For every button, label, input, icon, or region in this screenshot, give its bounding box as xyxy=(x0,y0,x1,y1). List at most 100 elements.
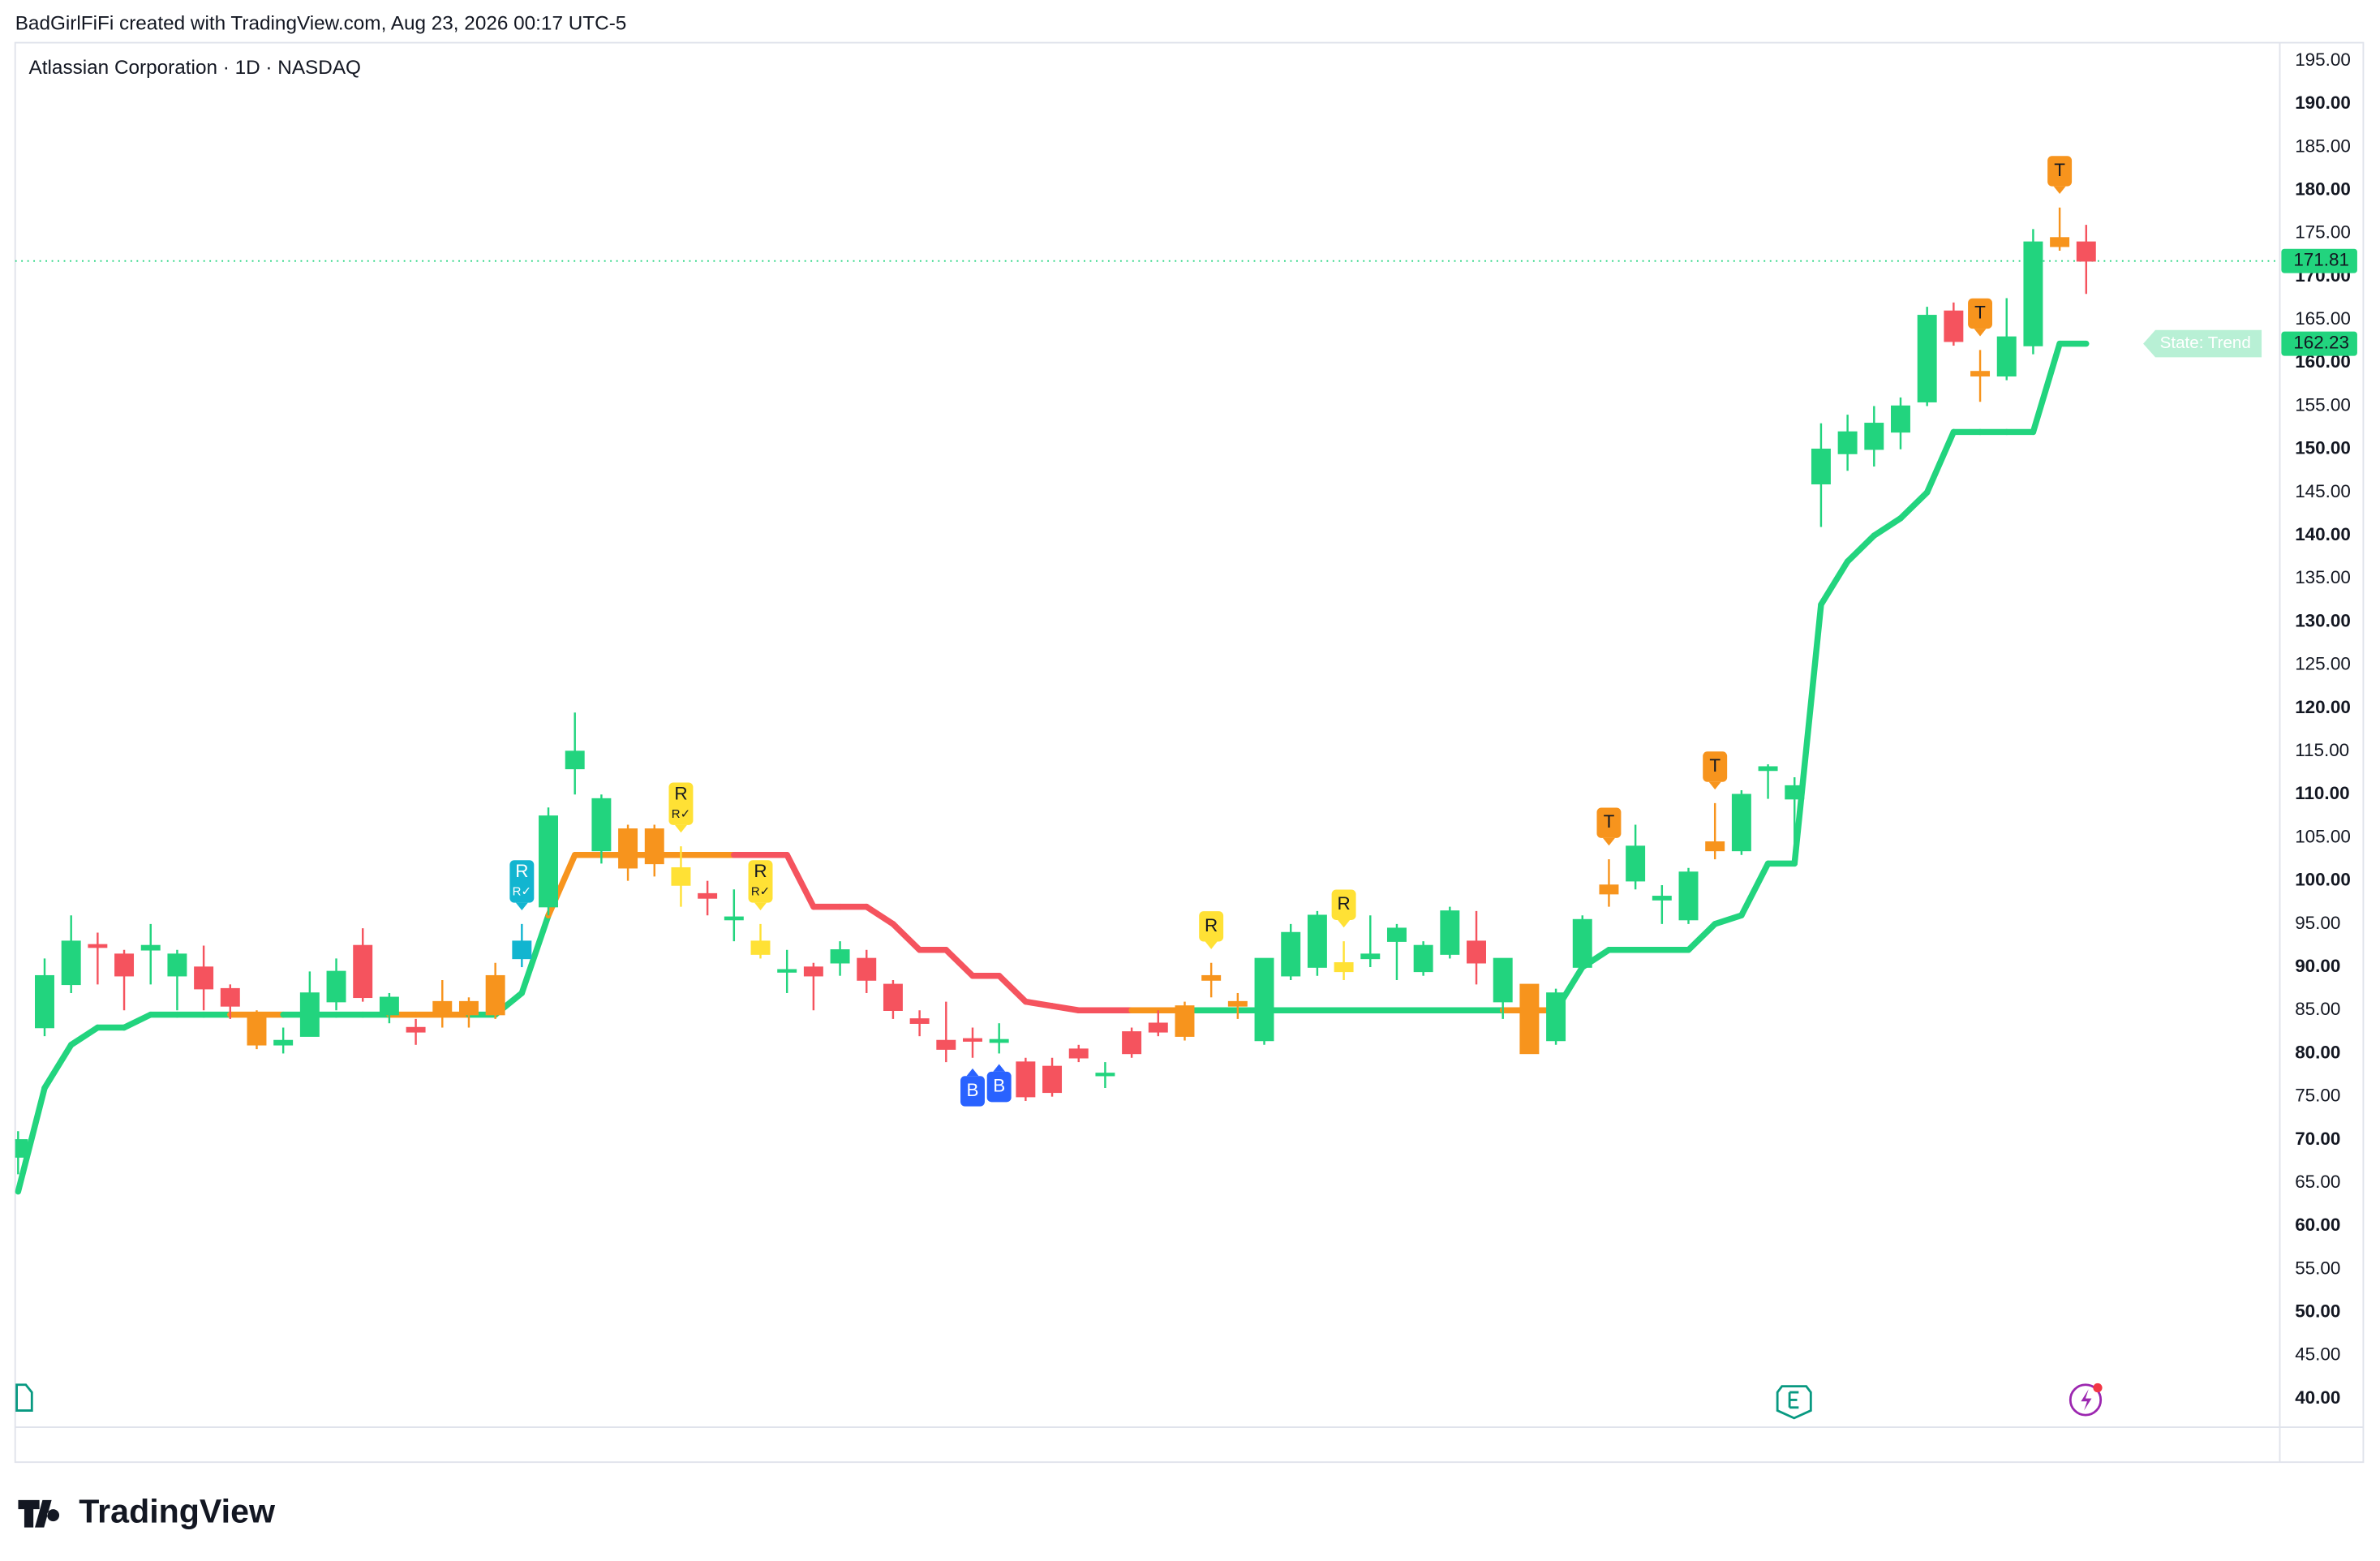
candle-body xyxy=(1652,896,1672,901)
trail-segment xyxy=(1049,1003,1082,1013)
signal-pointer xyxy=(966,1068,979,1077)
y-tick-label: 110.00 xyxy=(2295,783,2349,803)
candle-body xyxy=(883,983,903,1012)
candle-body xyxy=(1519,983,1540,1055)
candle-body xyxy=(1016,1061,1036,1098)
candle-body xyxy=(1944,310,1964,342)
candle-body xyxy=(1996,336,2017,377)
x-tick-label: Sep xyxy=(2255,1431,2288,1451)
price-tag xyxy=(2281,248,2357,273)
signal-pointer xyxy=(754,902,767,911)
signal-label xyxy=(2047,156,2073,187)
trail-segment xyxy=(1923,428,1957,496)
x-tick-label: 12 xyxy=(803,1431,823,1451)
candle-body xyxy=(1254,957,1274,1042)
trail-segment xyxy=(121,1011,154,1031)
y-tick-label: 190.00 xyxy=(2295,92,2351,113)
x-tick-label: 23 xyxy=(963,1431,983,1451)
candle-body xyxy=(1731,793,1751,852)
candle-body xyxy=(432,1000,453,1016)
candle-body xyxy=(114,953,135,977)
candle-body xyxy=(2050,237,2070,247)
trail-segment xyxy=(1844,532,1878,565)
x-tick-label: 11 xyxy=(1865,1431,1884,1451)
candle-body xyxy=(1467,940,1486,964)
y-tick-label: 165.00 xyxy=(2295,308,2351,329)
candle-body xyxy=(1068,1048,1089,1059)
signal-label xyxy=(1199,911,1224,942)
y-tick-label: 115.00 xyxy=(2295,740,2349,760)
x-tick-label: May xyxy=(27,1431,62,1451)
candle-body xyxy=(1307,914,1327,968)
y-tick-label: 70.00 xyxy=(2295,1129,2340,1149)
trail-segment xyxy=(1712,912,1745,927)
candle-body xyxy=(1758,766,1778,772)
candle-body xyxy=(1095,1073,1115,1077)
dividend-icon-dot xyxy=(2093,1383,2103,1393)
candle-body xyxy=(194,966,214,990)
signal-label xyxy=(960,1076,985,1107)
candle-body xyxy=(379,996,399,1016)
candle-body xyxy=(539,815,558,908)
candle-body xyxy=(1811,448,1831,485)
signal-subtext: R✓ xyxy=(751,885,770,899)
y-tick-label: 60.00 xyxy=(2295,1215,2340,1235)
candle-body xyxy=(1891,405,1910,433)
candle-body xyxy=(1837,431,1858,454)
candle-body xyxy=(777,969,797,973)
x-tick-label: 23 xyxy=(1519,1431,1540,1451)
candle-body xyxy=(299,992,320,1037)
candle-body xyxy=(1626,845,1646,882)
x-tick-label: 4 xyxy=(650,1431,659,1451)
state-tag-text: State: Trend xyxy=(2160,333,2251,352)
signal-label xyxy=(1703,751,1728,782)
x-tick-label: Aug xyxy=(1697,1431,1733,1451)
candle-body xyxy=(326,970,346,1003)
attribution: BadGirlFiFi created with TradingView.com… xyxy=(15,13,627,35)
x-tick-label: 20 xyxy=(1440,1431,1460,1451)
candle-body xyxy=(591,798,612,852)
signal-pointer xyxy=(515,902,528,911)
x-tick-label: 22 xyxy=(432,1431,453,1451)
candle-body xyxy=(698,892,718,899)
candle-body xyxy=(247,1013,267,1046)
trail-segment xyxy=(995,972,1029,1005)
y-tick-label: 55.00 xyxy=(2295,1258,2340,1278)
trail-segment xyxy=(890,921,923,953)
y-tick-label: 80.00 xyxy=(2295,1042,2340,1062)
candle-body xyxy=(1360,953,1381,960)
signal-label xyxy=(748,860,773,903)
y-tick-label: 130.00 xyxy=(2295,610,2351,630)
y-tick-label: 45.00 xyxy=(2295,1344,2340,1365)
candle-body xyxy=(1440,910,1460,955)
candle-body xyxy=(273,1039,294,1046)
earnings-icon-glyph xyxy=(1788,1391,1799,1409)
dividend-icon-glyph xyxy=(2081,1389,2092,1411)
signal-pointer xyxy=(1974,329,1987,337)
candle-body xyxy=(644,828,664,865)
y-tick-label: 145.00 xyxy=(2295,481,2351,501)
y-tick-label: 180.00 xyxy=(2295,178,2351,199)
signal-pointer xyxy=(1205,941,1218,949)
candle-body xyxy=(724,916,744,921)
x-tick-label: 14 xyxy=(273,1431,294,1451)
candle-body xyxy=(406,1026,426,1033)
x-tick-label: 19 xyxy=(353,1431,373,1451)
candle-body xyxy=(1546,992,1566,1042)
candle-body xyxy=(485,974,505,1016)
signal-label xyxy=(509,860,535,903)
x-tick-label: 26 xyxy=(1042,1431,1063,1451)
signal-text: T xyxy=(1604,811,1615,832)
dividend-icon xyxy=(2069,1383,2103,1417)
candle-body xyxy=(1785,785,1805,800)
candle-body xyxy=(1122,1031,1142,1055)
x-tick-label: 10 xyxy=(1281,1431,1301,1451)
candle-body xyxy=(618,828,638,869)
x-tick-label: 24 xyxy=(2103,1431,2123,1451)
trail-segment xyxy=(1897,489,1931,522)
y-tick-label: 175.00 xyxy=(2295,222,2351,243)
trail-segment xyxy=(41,1042,75,1091)
candle-body xyxy=(88,944,108,948)
candle-body xyxy=(989,1039,1009,1043)
